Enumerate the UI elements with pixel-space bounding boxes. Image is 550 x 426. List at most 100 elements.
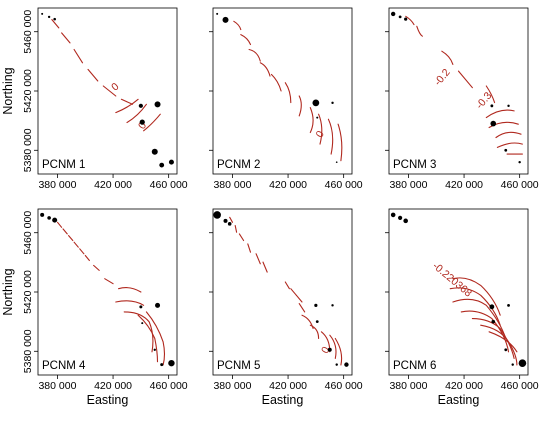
site-point [53,17,56,21]
site-point [398,215,403,220]
contour-line [298,95,302,117]
site-point [507,104,510,108]
contour-line [126,103,147,124]
site-point [52,217,58,223]
x-tick-label: 420 000 [94,380,132,392]
site-point [489,304,495,310]
contour-line [62,228,68,235]
contour-line [295,294,303,303]
panel-title: PCNM 5 [217,360,260,372]
panel-frame [388,7,529,175]
site-point [153,348,156,352]
contour-line [405,15,415,26]
site-point [155,302,161,308]
site-point [390,212,396,218]
panel-5: 0 PCNM 5 380 000 420 000 460 000 Easting [209,208,363,407]
contour-line [270,73,282,92]
contour-line [318,113,323,145]
contour-line [309,107,314,134]
panel-title: PCNM 3 [393,159,436,171]
x-tick-label: 420 000 [269,380,307,392]
contour-line [496,142,523,148]
contour-line [298,303,306,313]
contour-line [79,248,85,255]
contour-line [329,334,337,359]
site-point [213,211,221,219]
site-point [138,103,143,108]
x-tick-label: 380 000 [213,179,251,191]
site-point [490,104,494,108]
contour-label: 0 [319,345,332,356]
site-point [154,101,161,108]
contour-line [460,310,510,353]
contour-line [449,287,501,326]
site-point [390,11,396,17]
contour-line [73,48,84,64]
contour-line [485,109,515,119]
site-point [403,218,408,224]
x-tick-label: 380 000 [213,380,251,392]
site-point [331,101,334,105]
panel-title: PCNM 2 [217,159,260,171]
site-point [168,359,175,367]
contour-label: 0 [314,129,327,140]
y-tick-label: 5460 000 [22,211,34,255]
panel-1: 00 PCNM 1 380 000 420 000 460 000 5380 000 542… [1,7,188,191]
panel-title: PCNM 4 [42,360,86,372]
panel-2: 0 PCNM 2 380 000 420 000 460 000 [209,7,363,191]
x-tick-label: 380 000 [38,179,76,191]
contour-line [93,264,100,271]
site-point [168,159,174,165]
site-point [504,348,508,352]
contour-line [120,98,134,105]
contour-line [234,225,238,233]
contour-line [143,113,161,132]
site-point [315,320,319,324]
panel-frame [37,208,178,376]
site-point [216,12,219,15]
contour-label: 0 [136,120,149,132]
site-point [227,222,232,226]
x-tick-label: 380 000 [389,380,427,392]
site-point [139,305,143,309]
contour-line [495,131,522,139]
contour-line [233,20,242,31]
contour-line [84,254,90,262]
contour-lines: 0 [229,216,343,366]
x-tick-label: 460 000 [501,179,539,191]
x-axis-title: Easting [438,393,480,407]
contour-line [262,261,268,273]
site-point [507,303,510,307]
site-point [223,218,228,223]
x-tick-label: 380 000 [38,380,76,392]
contour-line [334,337,343,366]
contour-line [441,50,454,65]
contour-line [102,85,117,97]
site-point [404,17,408,21]
site-point [312,99,320,107]
site-point [159,162,165,168]
contour-line [229,216,234,223]
x-tick-label: 460 000 [150,380,188,392]
contour-line [56,221,63,228]
contour-line [87,68,99,82]
site-point [490,120,497,127]
site-point [398,15,402,19]
contour-line [73,241,79,248]
contour-lines: 00 [51,19,161,132]
site-point [331,304,334,307]
contour-line [118,287,142,293]
site-point [344,362,349,367]
y-tick-label: 5380 000 [22,329,34,373]
contour-line [488,121,519,129]
contour-lines: -0.220368 [430,260,518,366]
contour-line [240,34,252,46]
site-point [47,216,51,220]
site-point [491,319,496,324]
contour-line [255,253,261,265]
site-point [151,148,158,155]
contour-line [51,19,60,29]
contour-line [248,48,261,62]
panel-frame [212,7,353,175]
contour-line [337,123,343,162]
